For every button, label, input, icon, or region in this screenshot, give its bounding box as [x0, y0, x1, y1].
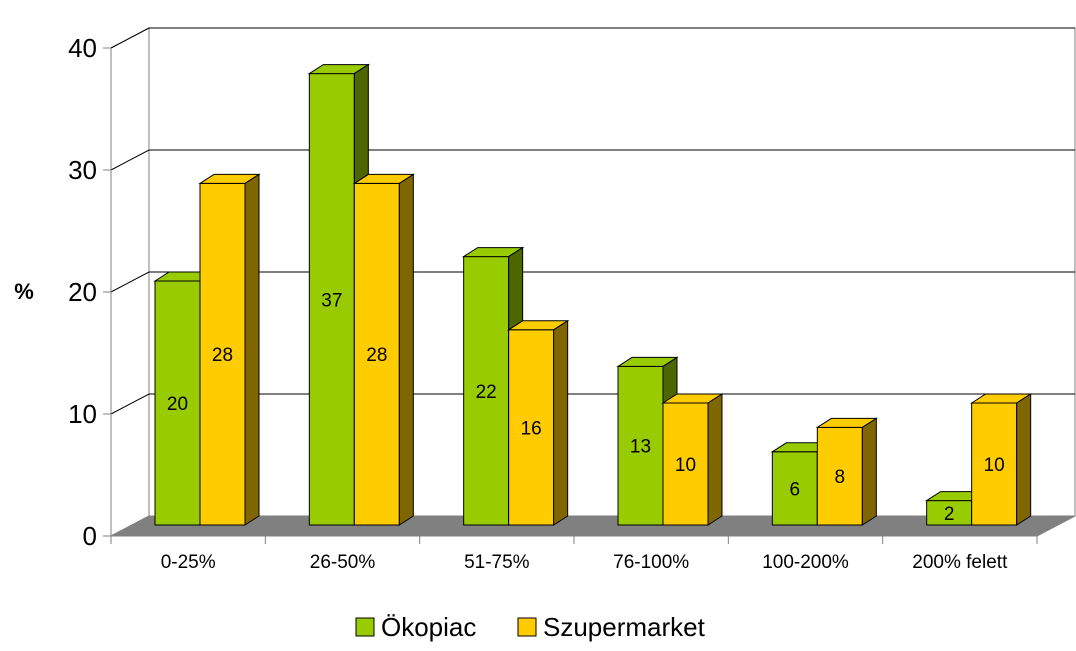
data-label: 2: [944, 504, 955, 525]
data-label: 6: [790, 479, 801, 500]
y-tick-label: 40: [68, 33, 97, 63]
x-tick-label: 76-100%: [613, 552, 689, 573]
y-axis: 0 10 20 30 40: [68, 33, 112, 551]
data-label: 13: [630, 437, 651, 458]
x-tick-label: 51-75%: [464, 552, 530, 573]
bar-side: [553, 319, 569, 526]
data-label: 28: [212, 345, 233, 366]
x-tick-label: 0-25%: [161, 552, 216, 573]
bar: [969, 393, 1033, 526]
gridline: [110, 27, 1075, 49]
bar-front: [926, 500, 973, 526]
legend-swatch: [517, 617, 537, 637]
y-tick-label: 10: [68, 399, 97, 429]
x-axis: 0-25% 26-50% 51-75% 76-100% 100-200% 200% fel…: [110, 535, 1038, 573]
y-axis-label: %: [14, 279, 34, 304]
data-label: 37: [321, 290, 342, 311]
data-labels: 20 28 37 28 22 16 13 10 6 8 2 10: [167, 290, 1005, 525]
bar: [506, 319, 570, 526]
x-tick-label: 100-200%: [762, 552, 849, 573]
bar-side: [861, 417, 877, 526]
bar-side: [707, 393, 723, 526]
bar-side: [244, 173, 260, 526]
data-label: 16: [521, 418, 542, 439]
data-label: 10: [675, 455, 696, 476]
bar: [661, 393, 724, 526]
data-label: 8: [835, 467, 846, 488]
bar-front: [508, 329, 555, 526]
bar-front: [154, 280, 201, 526]
data-label: 22: [476, 382, 497, 403]
legend-label: Ökopiac: [381, 612, 476, 642]
gridlines: [110, 27, 1075, 415]
gridline: [110, 149, 1075, 171]
legend: Ökopiac Szupermarket: [355, 612, 706, 642]
y-tick-label: 0: [83, 521, 97, 551]
bar-front: [617, 365, 664, 526]
bar-front: [662, 402, 709, 526]
gridline: [110, 271, 1075, 293]
bar: [815, 417, 879, 526]
y-tick-label: 20: [68, 277, 97, 307]
bar-side: [1016, 393, 1032, 526]
bar: [198, 173, 261, 526]
data-label: 20: [167, 394, 188, 415]
legend-swatch: [355, 617, 375, 637]
data-label: 28: [366, 345, 387, 366]
x-tick-label: 26-50%: [310, 552, 376, 573]
bar-side: [398, 173, 414, 526]
x-tick-label: 200% felett: [912, 552, 1008, 573]
bar-front: [816, 426, 863, 526]
legend-label: Szupermarket: [543, 612, 706, 642]
gridline: [110, 393, 1075, 415]
bar: [352, 173, 416, 526]
data-label: 10: [984, 455, 1005, 476]
y-tick-label: 30: [68, 155, 97, 185]
bars: [153, 63, 1033, 526]
